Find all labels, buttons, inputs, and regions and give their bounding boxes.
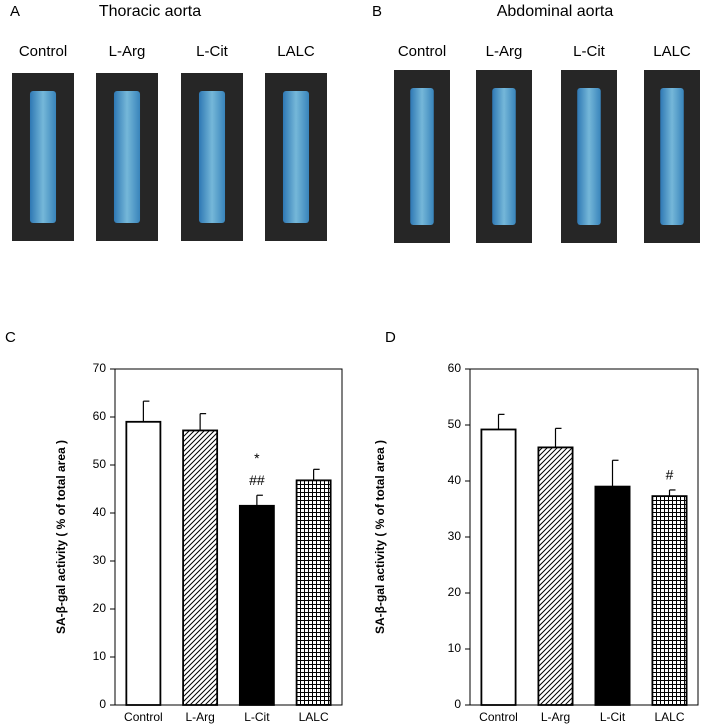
bar (594, 485, 631, 706)
sample-label: L-Arg (486, 43, 523, 60)
panel-label: D (385, 329, 396, 346)
y-tick-label: 0 (454, 697, 461, 711)
x-tick-label: Control (479, 710, 518, 724)
bar (295, 479, 332, 706)
sample-label: L-Arg (109, 43, 146, 60)
y-tick-label: 70 (93, 361, 107, 375)
bar (125, 420, 162, 706)
panel-label: B (372, 3, 382, 20)
significance-mark: * (254, 450, 260, 466)
y-tick-label: 0 (99, 697, 106, 711)
significance-mark: ## (249, 472, 265, 488)
sample-label: LALC (277, 43, 315, 60)
panel-title: Thoracic aorta (99, 3, 201, 20)
aorta-tissue (577, 88, 601, 225)
aorta-tissue (29, 91, 57, 223)
x-tick-label: Control (124, 710, 163, 724)
y-tick-label: 60 (93, 409, 107, 423)
aorta-tissue (113, 91, 141, 223)
panel-label: A (10, 3, 20, 20)
x-tick-label: L-Cit (244, 710, 270, 724)
plot-frame (114, 368, 343, 706)
y-tick-label: 40 (93, 505, 107, 519)
sample-label: LALC (653, 43, 691, 60)
y-axis-label: SA-β-gal activity ( % of total area ) (373, 440, 387, 634)
y-tick-label: 20 (93, 601, 107, 615)
panel-title: Abdominal aorta (497, 3, 614, 20)
x-tick-label: LALC (654, 710, 684, 724)
bar (182, 429, 219, 706)
sample-label: Control (398, 43, 446, 60)
aorta-tissue (198, 91, 226, 223)
aorta-tissue (492, 88, 516, 225)
y-tick-label: 50 (448, 417, 462, 431)
sample-label: L-Cit (196, 43, 229, 60)
aorta-tissue (282, 91, 310, 223)
y-tick-label: 20 (448, 585, 462, 599)
bar (651, 495, 688, 706)
y-tick-label: 60 (448, 361, 462, 375)
x-tick-label: LALC (299, 710, 329, 724)
bar (238, 504, 275, 706)
panel-label: C (5, 329, 16, 346)
y-tick-label: 30 (448, 529, 462, 543)
bar (537, 446, 574, 706)
x-tick-label: L-Cit (600, 710, 626, 724)
sample-label: L-Cit (573, 43, 606, 60)
bar (480, 428, 517, 706)
x-tick-label: L-Arg (541, 710, 570, 724)
y-tick-label: 50 (93, 457, 107, 471)
significance-mark: # (666, 467, 674, 483)
y-tick-label: 10 (93, 649, 107, 663)
y-axis-label: SA-β-gal activity ( % of total area ) (54, 440, 68, 634)
aorta-tissue (660, 88, 684, 225)
y-tick-label: 40 (448, 473, 462, 487)
x-tick-label: L-Arg (185, 710, 214, 724)
aorta-tissue (410, 88, 434, 225)
y-tick-label: 10 (448, 641, 462, 655)
plot-frame (469, 368, 699, 706)
sample-label: Control (19, 43, 67, 60)
y-tick-label: 30 (93, 553, 107, 567)
